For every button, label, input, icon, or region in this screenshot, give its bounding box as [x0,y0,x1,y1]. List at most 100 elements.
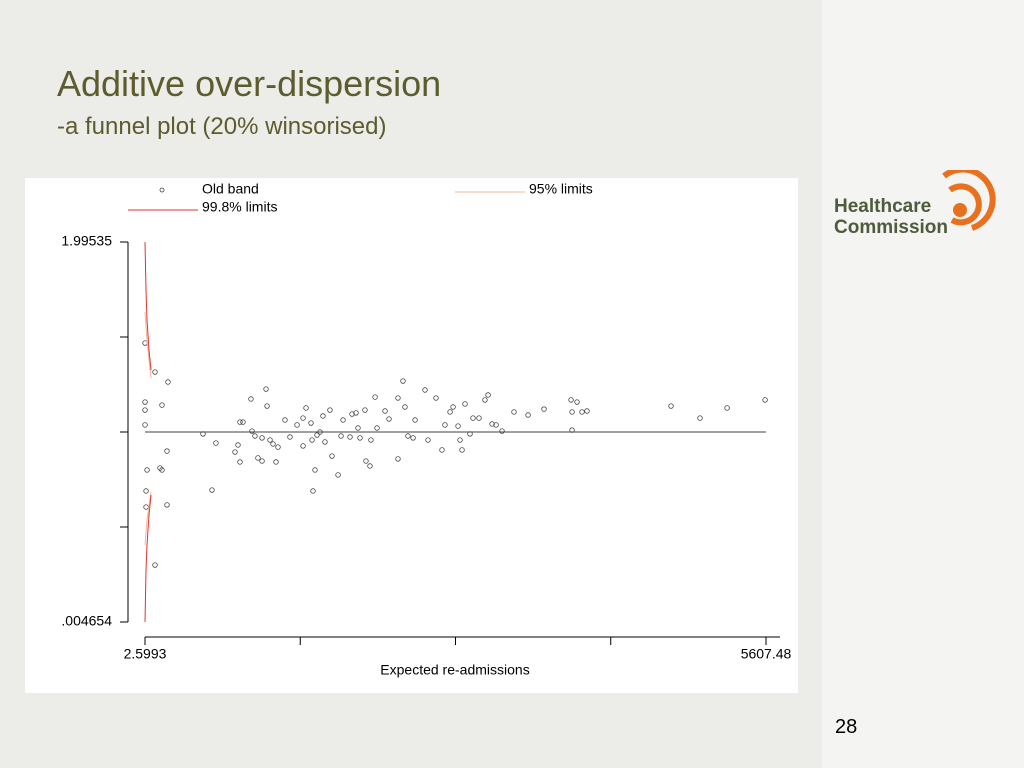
data-point [442,422,448,428]
data-point [263,386,269,392]
data-point [447,409,453,415]
data-point [235,442,241,448]
data-point [248,396,254,402]
data-point [144,467,150,473]
data-point [374,425,380,431]
data-point [159,402,165,408]
data-point [357,435,363,441]
data-point [282,417,288,423]
data-point [164,502,170,508]
data-point [310,488,316,494]
data-point [165,379,171,385]
limit-line [144,311,152,546]
data-point [275,444,281,450]
data-point [300,415,306,421]
data-point [470,415,476,421]
data-point [338,433,344,439]
data-point [259,435,265,441]
data-point [584,408,590,414]
data-point [476,415,482,421]
data-point [450,404,456,410]
data-point [541,406,547,412]
data-point [340,417,346,423]
data-point [308,420,314,426]
data-point [327,407,333,413]
data-point [400,378,406,384]
data-point [568,397,574,403]
slide-title: Additive over-dispersion [57,63,442,104]
data-point [317,429,323,435]
data-point [482,397,488,403]
data-point [362,407,368,413]
data-point [410,435,416,441]
data-point [363,458,369,464]
data-point [433,395,439,401]
data-point [425,437,431,443]
logo-text: Healthcare [834,196,931,217]
data-point [457,437,463,443]
data-point [668,403,674,409]
logo-dot [953,203,967,217]
data-point [142,422,148,428]
side-panel [822,0,1024,768]
data-point [320,413,326,419]
slide-subtitle: -a funnel plot (20% winsorised) [57,113,387,140]
data-point [312,467,318,473]
data-point [493,422,499,428]
data-point [372,394,378,400]
data-point [264,403,270,409]
data-point [309,437,315,443]
data-point [287,434,293,440]
logo-ring [942,170,996,231]
data-point [273,459,279,465]
data-point [489,421,495,427]
data-point [213,440,219,446]
logo-ring [948,183,982,226]
chart: Expected re-admissions .004654 1.99535 2.5… [25,178,798,693]
data-point [402,404,408,410]
data-point [329,453,335,459]
data-point [152,562,158,568]
data-point [249,428,255,434]
data-point [303,405,309,411]
data-point [412,417,418,423]
data-point [525,412,531,418]
data-point [259,458,265,464]
page-number: 28 [835,716,858,738]
data-point [367,463,373,469]
data-point [347,434,353,440]
data-point [511,409,517,415]
data-point [569,409,575,415]
legend-marker [159,187,165,193]
data-point [368,437,374,443]
data-point [164,448,170,454]
limit-line [144,242,152,622]
data-point [455,423,461,429]
data-point [255,455,261,461]
data-point [142,407,148,413]
data-point [300,443,306,449]
data-point [294,422,300,428]
logo: Healthcare Commission [834,170,996,238]
data-point [382,408,388,414]
x-tick-label: 2.5993 [124,646,167,662]
data-point [762,397,768,403]
data-point [462,401,468,407]
data-point [386,416,392,422]
logo-text: Commission [834,217,948,238]
y-tick-label: 1.99535 [61,233,112,249]
data-point [395,395,401,401]
data-point [439,447,445,453]
data-point [200,431,206,437]
data-point [142,399,148,405]
data-point [353,410,359,416]
data-point [314,432,320,438]
data-point [237,459,243,465]
data-point [574,399,580,405]
data-point [459,447,465,453]
data-point [237,419,243,425]
data-point [422,387,428,393]
data-point [697,415,703,421]
data-point [143,488,149,494]
